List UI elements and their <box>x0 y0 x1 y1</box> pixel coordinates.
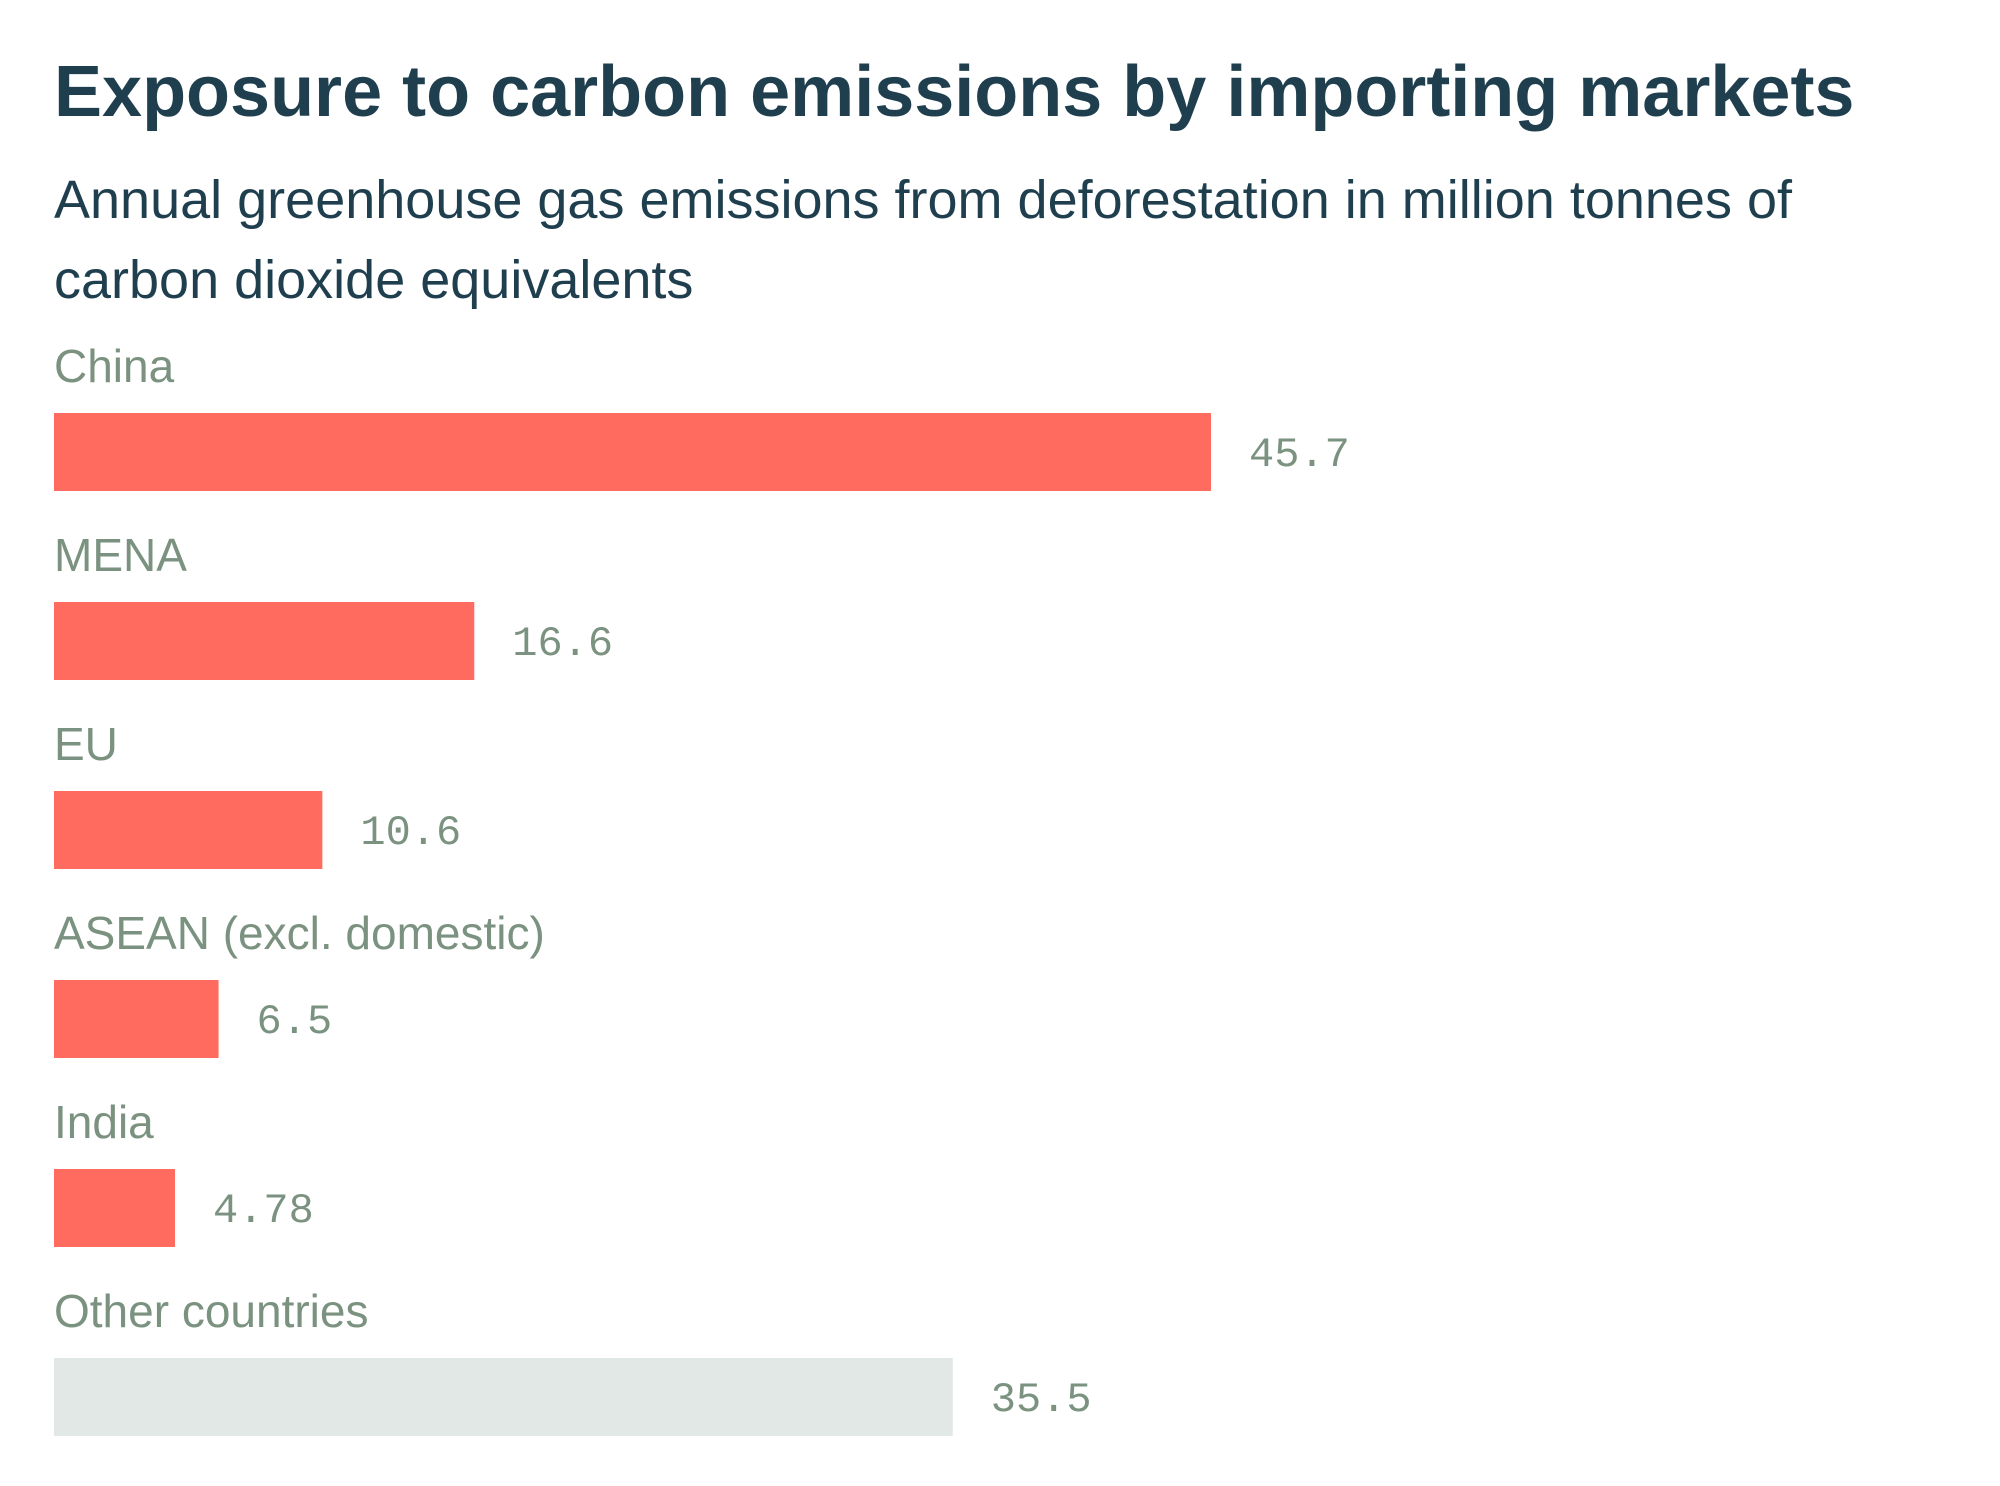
value-label-eu: 10.6 <box>360 809 461 857</box>
category-label-other-countries: Other countries <box>54 1285 368 1337</box>
bar-india[interactable] <box>54 1169 176 1247</box>
chart-title: Exposure to carbon emissions by importin… <box>54 52 1855 132</box>
category-label-mena: MENA <box>54 529 187 581</box>
value-label-china: 45.7 <box>1249 431 1350 479</box>
category-label-eu: EU <box>54 718 118 770</box>
value-label-mena: 16.6 <box>512 620 613 668</box>
chart-subtitle: Annual greenhouse gas emissions from def… <box>54 170 1792 310</box>
bar-other-countries[interactable] <box>54 1358 953 1436</box>
bar-mena[interactable] <box>54 602 475 680</box>
value-label-india: 4.78 <box>213 1187 314 1235</box>
value-label-other-countries: 35.5 <box>991 1376 1092 1424</box>
category-label-asean-excl-domestic: ASEAN (excl. domestic) <box>54 907 545 959</box>
bar-asean-excl-domestic[interactable] <box>54 980 219 1058</box>
value-label-asean-excl-domestic: 6.5 <box>257 998 333 1046</box>
category-label-india: India <box>54 1096 154 1148</box>
bar-eu[interactable] <box>54 791 323 869</box>
category-label-china: China <box>54 340 175 392</box>
bar-china[interactable] <box>54 413 1211 491</box>
